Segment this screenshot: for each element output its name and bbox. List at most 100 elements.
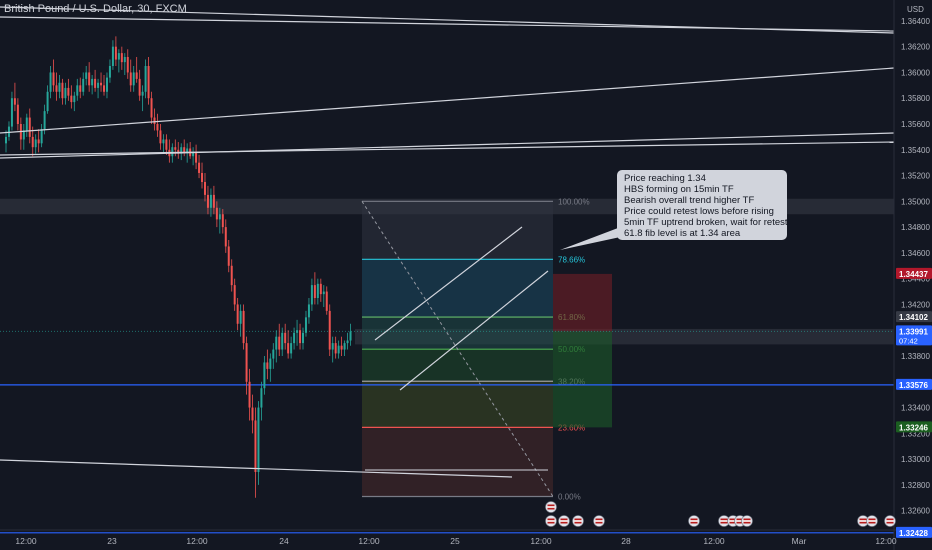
candle-body: [322, 291, 325, 295]
candle-body: [313, 285, 316, 298]
flag-stripe: [868, 520, 876, 522]
candle-body: [251, 407, 254, 421]
x-tick-label: 28: [621, 536, 631, 546]
y-tick-label: 1.32600: [901, 507, 930, 516]
trend-line: [374, 226, 523, 341]
candle-body: [43, 111, 46, 130]
candle-body: [239, 310, 242, 324]
y-tick-label: 1.34400: [901, 275, 930, 284]
fib-zone: [362, 381, 553, 428]
candle-body: [144, 66, 147, 92]
candle-body: [260, 388, 263, 408]
trend-line: [0, 16, 895, 32]
candle-body: [177, 149, 180, 154]
candle-body: [340, 345, 343, 350]
candle-body: [135, 72, 138, 79]
candle-body: [272, 349, 275, 359]
candle-body: [58, 82, 61, 92]
annotation-callout[interactable]: Price reaching 1.34 HBS forming on 15min…: [617, 170, 788, 240]
candle-body: [105, 77, 108, 92]
candle-body: [37, 139, 40, 144]
y-tick-label: 1.34600: [901, 249, 930, 258]
candle-body: [108, 66, 111, 78]
candle-body: [278, 336, 281, 350]
fib-zone: [362, 201, 553, 260]
flag-stripe: [729, 520, 737, 522]
candle-body: [201, 172, 204, 182]
callout-pointer: [560, 228, 625, 250]
candle-body: [195, 152, 198, 163]
price-label: 1.34437: [899, 270, 928, 279]
candle-body: [236, 304, 239, 324]
candle-body: [180, 147, 183, 154]
candle-body: [94, 78, 97, 88]
y-tick-label: 1.35600: [901, 120, 930, 129]
candle-body: [337, 345, 340, 354]
candle-body: [25, 117, 28, 131]
candle-body: [328, 310, 331, 350]
price-label-tag: [896, 267, 932, 279]
y-tick-label: 1.34800: [901, 223, 930, 232]
price-label-tag: [896, 421, 932, 433]
price-label-countdown: 07:42: [899, 336, 918, 345]
candle-body: [299, 330, 302, 344]
candle-body: [263, 362, 266, 389]
price-label-tag: [896, 325, 932, 346]
candle-body: [319, 283, 322, 295]
candle-body: [10, 98, 13, 127]
candle-body: [343, 343, 346, 350]
candle-body: [165, 139, 168, 150]
candle-body: [334, 343, 337, 354]
y-tick-label: 1.36400: [901, 17, 930, 26]
price-label: 1.33246: [899, 423, 928, 432]
candle-body: [233, 285, 236, 305]
candle-body: [13, 98, 16, 105]
candle-body: [242, 310, 245, 344]
price-label-tag: [896, 526, 932, 538]
candle-body: [245, 343, 248, 382]
candle-body: [97, 82, 100, 88]
candle-body: [331, 343, 334, 350]
candle-body: [67, 87, 70, 96]
candle-body: [293, 332, 296, 344]
flag-stripe: [595, 520, 603, 522]
y-tick-label: 1.33800: [901, 352, 930, 361]
candle-body: [221, 214, 224, 228]
candle-body: [209, 194, 212, 208]
candle-body: [296, 330, 299, 333]
candle-body: [91, 78, 94, 86]
x-tick-label: 12:00: [15, 536, 37, 546]
candle-body: [257, 407, 260, 472]
candle-body: [52, 72, 55, 86]
candle-body: [284, 332, 287, 344]
candle-body: [307, 304, 310, 318]
candle-body: [224, 227, 227, 247]
candle-body: [120, 53, 123, 63]
candle-body: [147, 66, 150, 99]
candle-body: [287, 343, 290, 354]
candle-body: [31, 136, 34, 148]
candle-body: [100, 82, 103, 86]
candle-body: [349, 331, 352, 341]
annotation-line: 5min TF uptrend broken, wait for retest: [624, 217, 788, 228]
flag-stripe: [859, 520, 867, 522]
currency-label: USD: [907, 5, 924, 14]
x-tick-label: 24: [279, 536, 289, 546]
candle-body: [203, 182, 206, 195]
x-tick-label: 12:00: [530, 536, 552, 546]
fib-level-label: 100.00%: [558, 197, 590, 206]
candle-body: [230, 265, 233, 286]
y-tick-label: 1.33200: [901, 429, 930, 438]
flag-stripe: [547, 506, 555, 508]
candle-body: [183, 147, 186, 153]
candle-body: [254, 420, 257, 472]
position-target-zone: [553, 331, 612, 428]
candle-body: [218, 214, 221, 220]
price-label: 1.33576: [899, 381, 928, 390]
candle-body: [46, 91, 49, 112]
candle-body: [28, 117, 31, 137]
candle-body: [275, 336, 278, 350]
y-tick-label: 1.33000: [901, 455, 930, 464]
candle-body: [88, 72, 91, 86]
